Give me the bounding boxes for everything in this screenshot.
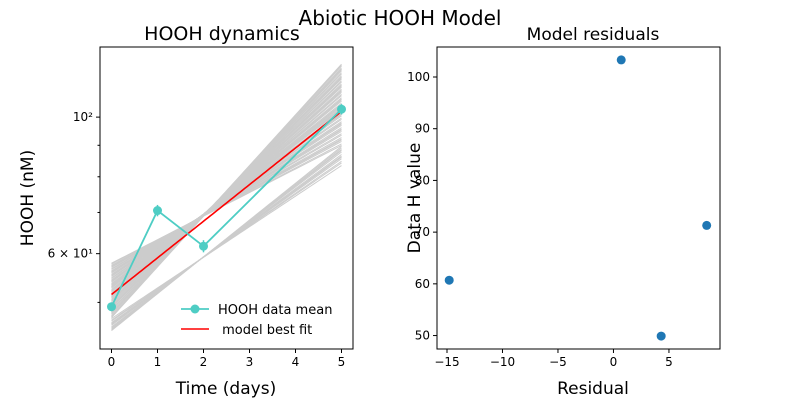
ensemble-line <box>111 149 342 329</box>
left-x-axis-label: Time (days) <box>175 379 276 399</box>
model-fit-line-group <box>111 110 342 296</box>
right-axes-frame <box>436 46 721 350</box>
y-tick-label: 100 <box>407 70 430 84</box>
data-mean-series <box>107 104 346 312</box>
x-tick-label: −5 <box>549 355 567 369</box>
data-mean-line <box>110 108 343 308</box>
x-tick-label: −10 <box>490 355 515 369</box>
hooh-dynamics-title: HOOH dynamics <box>144 23 300 45</box>
left-axes-frame <box>99 46 354 350</box>
x-tick-label: 4 <box>292 355 300 369</box>
y-tick-label: 10² <box>73 110 93 124</box>
ensemble-lines <box>111 63 342 331</box>
y-tick-label: 6 × 10¹ <box>48 247 94 261</box>
figure-suptitle: Abiotic HOOH Model <box>299 6 502 30</box>
ensemble-line <box>111 98 342 292</box>
right-x-ticks: −15 −10 −5 0 5 <box>434 349 673 369</box>
x-tick-label: 5 <box>338 355 346 369</box>
legend-data-label: HOOH data mean <box>218 303 332 318</box>
ensemble-line <box>111 118 342 279</box>
legend: HOOH data mean model best fit <box>181 303 332 338</box>
legend-model-label: model best fit <box>218 323 312 338</box>
right-y-ticks: 50 60 70 80 90 100 <box>407 70 437 343</box>
x-tick-label: 5 <box>665 355 673 369</box>
x-tick-label: 0 <box>610 355 618 369</box>
x-tick-label: 0 <box>108 355 116 369</box>
y-tick-label: 80 <box>415 173 430 187</box>
right-y-axis-label: Data H value <box>405 143 425 254</box>
left-y-ticks: 6 × 10¹ 10² <box>48 110 100 303</box>
x-tick-label: 3 <box>246 355 254 369</box>
ensemble-line <box>111 107 342 286</box>
hooh-dynamics-panel: HOOH dynamics 0 1 2 3 4 5 6 × 10¹ 10² Time (da… <box>18 23 354 399</box>
legend-data-swatch-marker <box>190 304 200 314</box>
ensemble-line <box>111 145 342 264</box>
left-y-axis-label: HOOH (nM) <box>18 150 38 246</box>
residual-point <box>702 220 712 230</box>
ensemble-line <box>111 63 342 318</box>
ensemble-line <box>111 84 342 302</box>
residuals-title: Model residuals <box>527 25 660 45</box>
residual-point <box>444 275 454 285</box>
model-best-fit-line <box>111 110 342 296</box>
ensemble-line <box>111 122 342 277</box>
ensemble-line <box>111 128 342 273</box>
x-tick-label: 2 <box>200 355 208 369</box>
ensemble-line <box>111 162 342 321</box>
data-point <box>199 241 208 251</box>
ensemble-line <box>111 89 342 298</box>
residual-point <box>616 55 626 65</box>
ensemble-line <box>111 76 342 308</box>
residual-points <box>444 55 712 341</box>
data-point <box>337 104 346 114</box>
ensemble-line <box>111 155 342 325</box>
x-tick-label: −15 <box>434 355 459 369</box>
right-x-axis-label: Residual <box>557 379 629 399</box>
x-tick-label: 1 <box>154 355 162 369</box>
data-point <box>107 302 116 312</box>
data-point <box>153 206 162 216</box>
model-residuals-panel: Model residuals −15 −10 −5 0 5 50 60 70 80 90 100… <box>405 25 721 399</box>
y-tick-label: 70 <box>415 225 430 239</box>
y-tick-label: 90 <box>415 122 430 136</box>
residual-point <box>656 331 666 341</box>
left-x-ticks: 0 1 2 3 4 5 <box>108 349 346 369</box>
y-tick-label: 60 <box>415 277 430 291</box>
y-tick-label: 50 <box>415 329 430 343</box>
